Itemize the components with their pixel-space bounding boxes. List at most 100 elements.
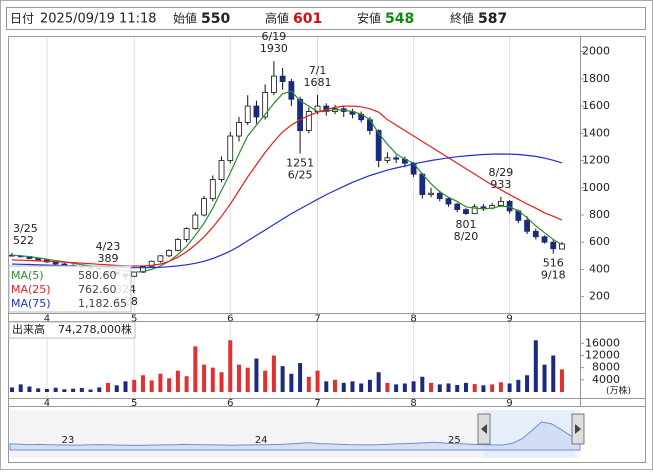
annotation-value: 933 xyxy=(490,178,511,191)
volume-total: 74,278,000株 xyxy=(58,322,132,336)
y-tick-label: 4000 xyxy=(592,373,620,386)
volume-bar xyxy=(446,383,451,392)
volume-bar xyxy=(97,387,102,392)
candle-body xyxy=(227,135,234,161)
legend-name: MA(75) xyxy=(11,297,51,310)
volume-bar xyxy=(315,370,320,392)
volume-bar xyxy=(123,381,128,392)
volume-bar xyxy=(507,383,512,392)
volume-bar xyxy=(420,376,425,392)
candle-body xyxy=(35,258,42,261)
x-tick-label: 7 xyxy=(314,398,320,409)
x-tick-label: 7 xyxy=(314,314,320,325)
y-tick-label: 8000 xyxy=(592,361,620,374)
date-label: 日付 xyxy=(10,12,34,26)
volume-bar xyxy=(10,387,14,392)
x-tick-label: 6 xyxy=(227,398,233,409)
volume-bar xyxy=(175,370,180,392)
legend-value: 1,182.65 xyxy=(78,297,127,310)
volume-title: 出来高 xyxy=(12,322,45,336)
candle-body xyxy=(270,75,277,93)
annotation-date: 8/29 xyxy=(489,166,514,179)
volume-bar xyxy=(516,379,521,392)
annotation-date: 801 xyxy=(455,218,476,231)
annotation-date: 4/23 xyxy=(96,240,121,253)
navigator-handle-left[interactable] xyxy=(477,413,491,445)
volume-bar xyxy=(193,346,198,392)
candle-body xyxy=(463,209,469,215)
low-label: 安値 xyxy=(357,11,381,26)
candle-body xyxy=(367,119,373,131)
navigator-area xyxy=(9,421,581,451)
candle-body xyxy=(305,111,312,131)
candle-body xyxy=(550,241,557,250)
volume-bar xyxy=(79,388,84,392)
volume-bar xyxy=(525,375,530,392)
x-tick-label: 9 xyxy=(506,314,512,325)
y-tick-label: 1600 xyxy=(582,99,610,112)
x-tick-label: 9 xyxy=(506,398,512,409)
x-tick-label: 8 xyxy=(410,314,416,325)
x-tick-label: 4 xyxy=(44,398,50,409)
candle-body xyxy=(559,243,565,250)
candle-body xyxy=(384,157,391,161)
handle-arrow xyxy=(575,424,581,434)
volume-bar xyxy=(367,379,372,392)
candle-body xyxy=(148,260,155,268)
handle-arrow xyxy=(481,424,487,434)
candle-body xyxy=(532,230,539,238)
volume-bar xyxy=(53,387,58,392)
annotation-date: 1251 xyxy=(286,157,314,170)
x-tick-label: 6 xyxy=(227,314,233,325)
y-tick-label: 12000 xyxy=(585,348,620,361)
x-tick-label: 5 xyxy=(131,398,137,409)
volume-bar xyxy=(132,379,137,392)
legend-name: MA(5) xyxy=(11,269,44,282)
open-label: 始値 xyxy=(173,11,197,26)
volume-bar xyxy=(359,383,364,392)
annotation-date: 7/1 xyxy=(309,64,327,77)
volume-bar xyxy=(245,367,250,392)
candle-body xyxy=(244,105,251,123)
volume-bar xyxy=(280,366,285,392)
ma-line xyxy=(11,105,563,267)
volume-bar xyxy=(376,372,381,392)
volume-bar xyxy=(533,340,538,392)
candle-body xyxy=(209,179,216,200)
candle-body xyxy=(524,220,530,232)
candle-body xyxy=(192,214,199,229)
volume-bar xyxy=(114,385,119,392)
annotation-value: 1681 xyxy=(304,76,332,89)
volume-bar xyxy=(402,383,407,392)
volume-bar xyxy=(490,384,495,392)
volume-bar xyxy=(551,355,556,392)
candle-body xyxy=(262,92,269,118)
x-tick-label: 5 xyxy=(131,314,137,325)
volume-bar xyxy=(44,388,49,392)
candle-body xyxy=(166,249,173,257)
navigator-handle-right[interactable] xyxy=(571,413,585,445)
volume-bar xyxy=(341,382,346,392)
candle-body xyxy=(279,75,286,82)
volume-bar xyxy=(167,378,172,392)
y-tick-label: 16000 xyxy=(585,336,620,349)
volume-bar xyxy=(463,382,468,392)
volume-bar xyxy=(289,373,294,392)
low-value: 548 xyxy=(385,11,414,27)
volume-bar xyxy=(437,384,442,392)
y-tick-label: 1200 xyxy=(582,154,610,167)
volume-bar xyxy=(394,384,399,392)
candle-body xyxy=(428,192,434,195)
volume-bar xyxy=(106,382,111,392)
annotation-date: 6/19 xyxy=(262,30,287,43)
volume-bar xyxy=(298,363,303,392)
volume-bar xyxy=(271,355,276,392)
volume-bar xyxy=(333,379,338,392)
candle-body xyxy=(140,266,146,273)
volume-bar xyxy=(27,386,32,392)
volume-bar xyxy=(158,373,163,392)
volume-bar xyxy=(254,358,259,392)
candle-body xyxy=(174,239,181,251)
volume-bar xyxy=(219,372,224,392)
